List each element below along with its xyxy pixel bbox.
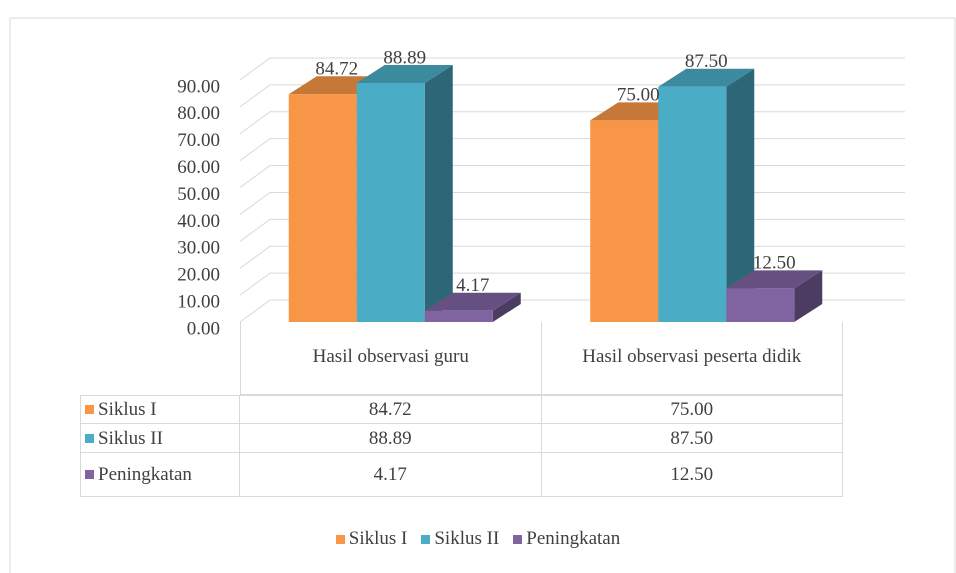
table-row-label: Siklus II [80, 424, 240, 453]
bar-front [288, 94, 357, 323]
legend-item: Siklus I [335, 528, 408, 550]
table-row-label: Peningkatan [80, 453, 240, 497]
legend-label: Siklus I [348, 528, 408, 549]
y-tick-label: 80.00 [177, 103, 220, 124]
bar-side [726, 68, 755, 322]
legend-key [85, 470, 94, 479]
y-tick-label: 40.00 [177, 211, 220, 232]
bar-side [794, 270, 823, 322]
table-cell: 75.00 [541, 395, 843, 424]
table-row-label: Siklus I [80, 395, 240, 424]
bar-front [424, 310, 493, 322]
data-label: 88.89 [383, 47, 426, 68]
data-label: 12.50 [753, 253, 796, 274]
legend-key [513, 534, 523, 544]
legend-item: Siklus II [421, 528, 499, 550]
legend-key [335, 534, 345, 544]
y-tick-label: 30.00 [177, 238, 220, 259]
data-label: 75.00 [617, 85, 660, 106]
legend-label: Peningkatan [526, 528, 621, 549]
y-tick-label: 60.00 [177, 157, 220, 178]
table-cell: 87.50 [541, 424, 843, 453]
bar [658, 68, 755, 322]
bar-side [424, 64, 453, 322]
legend-key [85, 433, 94, 443]
bar [424, 292, 521, 322]
bar [726, 270, 823, 322]
legend: Siklus I Siklus II Peningkatan [0, 528, 956, 550]
table-header: Hasil observasi guru [240, 322, 542, 395]
table-cell: 84.72 [240, 395, 542, 424]
bar-top [726, 270, 823, 289]
legend-key [421, 534, 431, 544]
y-tick-label: 10.00 [177, 291, 220, 312]
table-cell: 4.17 [240, 453, 542, 497]
data-label: 4.17 [456, 275, 489, 296]
legend-key [85, 405, 94, 414]
legend-item: Peningkatan [513, 528, 620, 550]
bar-top [356, 64, 453, 83]
table-cell: 88.89 [240, 424, 542, 453]
bar-front [356, 82, 425, 322]
y-tick-label: 20.00 [177, 265, 220, 286]
legend-label: Siklus II [434, 528, 500, 549]
grid-line [239, 57, 905, 81]
table-cell: 12.50 [541, 453, 843, 497]
bar-front [658, 86, 727, 322]
bar-top [424, 292, 521, 311]
data-label: 87.50 [685, 51, 728, 72]
data-label: 84.72 [315, 59, 358, 80]
y-tick-label: 0.00 [187, 318, 220, 339]
bar [356, 64, 453, 322]
y-tick-label: 70.00 [177, 130, 220, 151]
row-name: Siklus II [98, 427, 163, 449]
row-name: Peningkatan [98, 464, 192, 485]
bar-side [492, 292, 521, 322]
y-tick-label: 50.00 [177, 184, 220, 205]
table-header: Hasil observasi peserta didik [541, 322, 843, 395]
y-tick-label: 90.00 [177, 76, 220, 97]
bar-front [590, 120, 659, 322]
bar-front [726, 288, 795, 322]
row-name: Siklus I [98, 399, 157, 420]
bar-top [658, 68, 755, 87]
